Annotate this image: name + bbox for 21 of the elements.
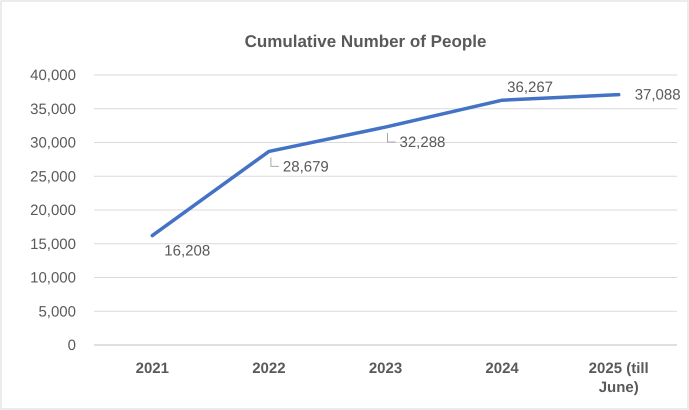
x-tick-label: 2022 [252,360,286,377]
x-tick-label: 2021 [136,360,169,377]
y-tick-label: 0 [68,337,76,354]
y-tick-label: 40,000 [30,67,76,84]
y-tick-label: 5,000 [38,303,76,320]
x-tick-label: 2023 [368,360,402,377]
y-tick-label: 25,000 [30,168,76,186]
x-tick-label: 2025 (till June) [588,360,649,396]
data-label: 28,679 [282,158,329,176]
data-label: 32,288 [400,134,446,152]
y-tick-label: 15,000 [30,236,76,253]
y-tick-label: 35,000 [30,100,76,118]
y-tick-label: 20,000 [30,202,76,219]
y-tick-label: 30,000 [30,134,76,152]
chart-title: Cumulative Number of People [244,32,486,51]
data-label: 37,088 [634,86,681,104]
y-tick-label: 10,000 [30,270,76,286]
data-label: 36,267 [507,79,554,96]
x-tick-label: 2024 [485,360,520,377]
data-label: 16,208 [164,242,210,260]
line-series [150,92,620,238]
